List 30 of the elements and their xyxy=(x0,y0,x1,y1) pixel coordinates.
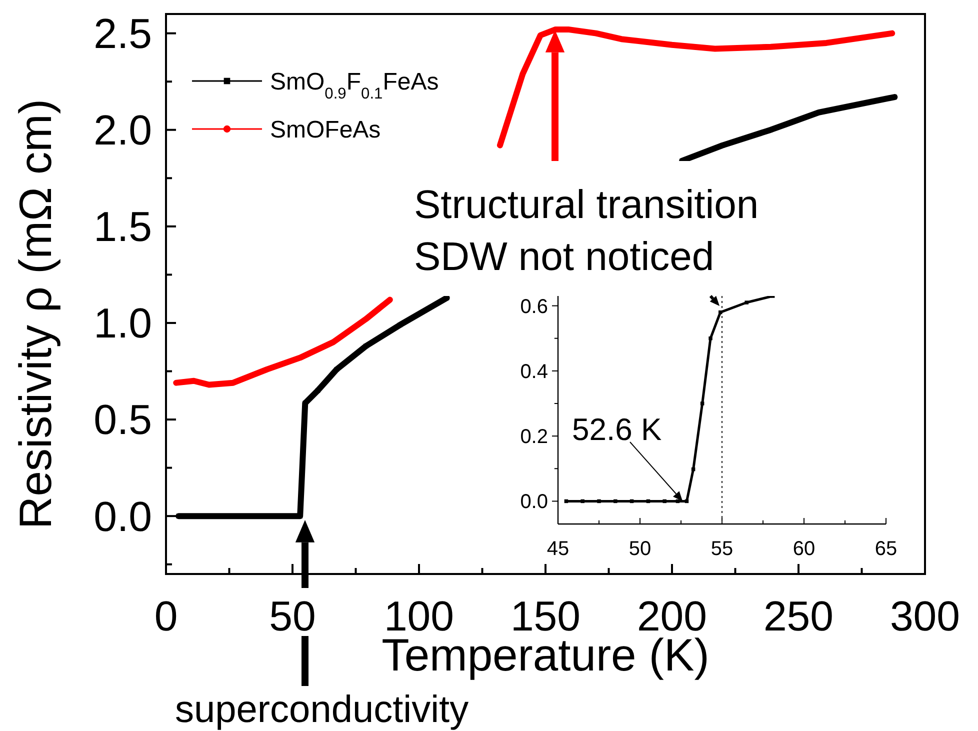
point xyxy=(708,336,712,340)
y-tick-label: 0.6 xyxy=(520,296,548,318)
x-tick-label: 150 xyxy=(510,592,581,640)
point xyxy=(700,402,704,406)
y-tick-label: 0.5 xyxy=(94,396,152,444)
y-tick-label: 1.0 xyxy=(94,300,152,347)
annotation: 52.6 K xyxy=(572,412,662,447)
x-tick-label: 250 xyxy=(763,592,834,640)
x-tick-label: 0 xyxy=(154,592,178,640)
annotation: Structural transition SDW not noticed xyxy=(414,183,759,279)
y-axis-title: Resistivity ρ (mΩ cm) xyxy=(10,98,61,530)
x-tick-label: 55 xyxy=(710,538,734,560)
x-tick-label: 65 xyxy=(874,538,898,560)
x-tick-label: 50 xyxy=(628,538,652,560)
y-tick-label: 0.4 xyxy=(520,360,548,383)
text: superconductivity xyxy=(175,689,469,731)
legend-label: SmOFeAs xyxy=(270,116,381,144)
y-tick-label: 0.2 xyxy=(520,426,548,448)
x-tick-label: 100 xyxy=(384,592,454,640)
x-tick-label: 300 xyxy=(890,592,960,640)
y-tick-label: 2.0 xyxy=(94,106,152,154)
x-tick-label: 45 xyxy=(546,538,570,560)
x-tick-label: 60 xyxy=(792,538,816,560)
point xyxy=(744,300,748,304)
y-tick-label: 0.0 xyxy=(94,492,152,540)
y-tick-label: 1.5 xyxy=(94,203,152,250)
legend-label: SmO$_{0.9}$F$_{0.1}$FeAs xyxy=(270,68,439,102)
y-tick-label: 2.5 xyxy=(94,10,152,58)
y-tick-label: 0.0 xyxy=(520,491,548,514)
x-tick-label: 50 xyxy=(269,592,316,640)
